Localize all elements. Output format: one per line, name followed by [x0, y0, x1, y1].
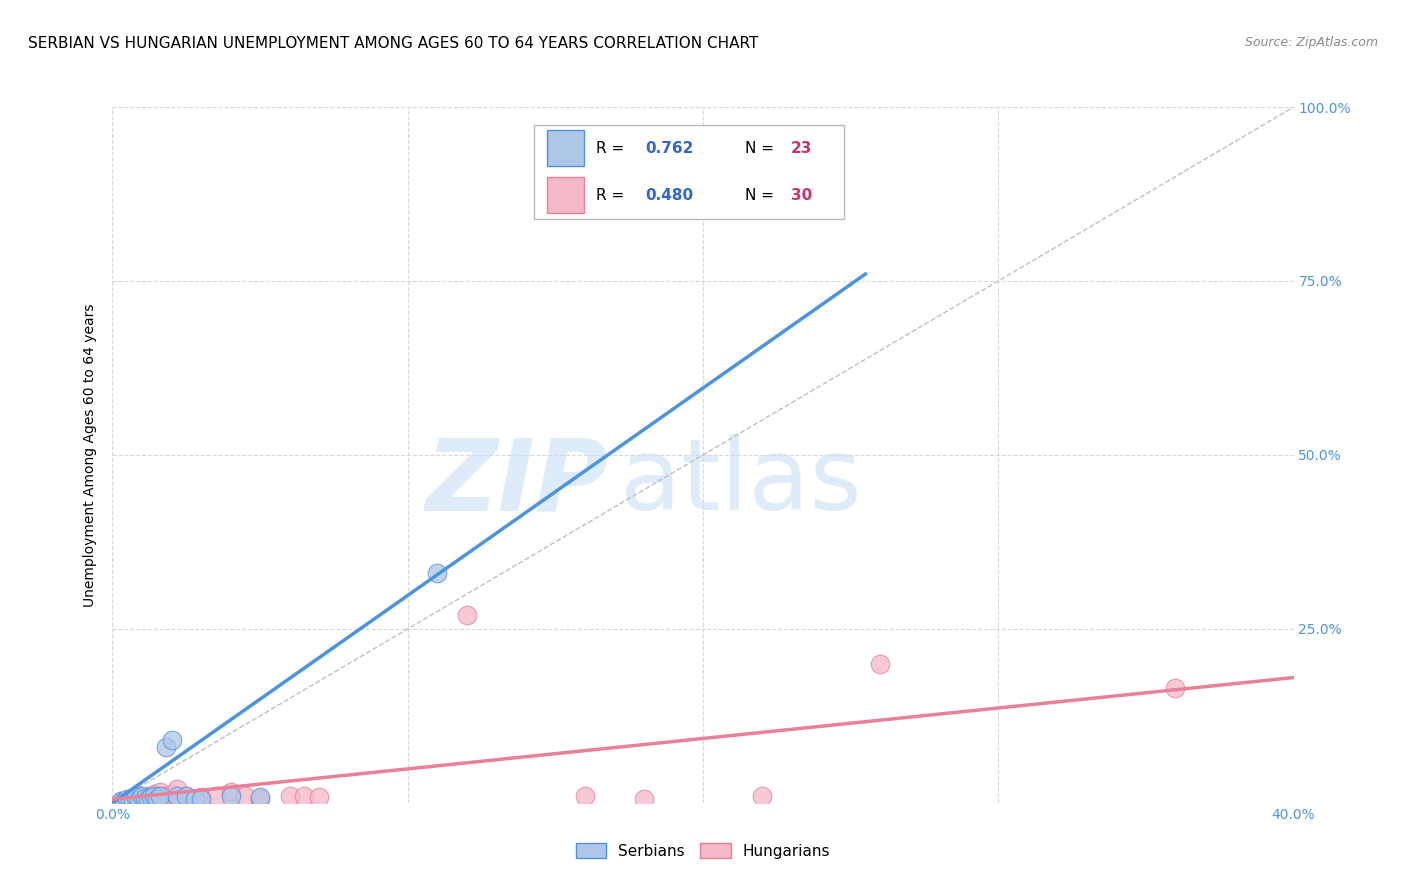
Point — [574, 789, 596, 803]
Text: R =: R = — [596, 187, 630, 202]
Point — [146, 789, 169, 803]
Point — [278, 789, 301, 803]
Point — [249, 790, 271, 805]
Point — [120, 792, 142, 806]
Text: ZIP: ZIP — [426, 434, 609, 532]
Point — [292, 789, 315, 803]
Text: 0.480: 0.480 — [645, 187, 693, 202]
Point — [128, 789, 150, 803]
Point — [751, 789, 773, 803]
Legend: Serbians, Hungarians: Serbians, Hungarians — [569, 837, 837, 864]
Point — [219, 785, 242, 799]
Point — [139, 790, 162, 805]
Point — [110, 794, 132, 808]
Point — [149, 789, 172, 803]
Point — [120, 793, 142, 807]
Bar — [547, 178, 583, 213]
Point — [166, 789, 188, 803]
Bar — [547, 130, 583, 166]
Point — [155, 789, 177, 803]
Point — [1164, 681, 1187, 695]
Point — [184, 792, 207, 806]
Point — [426, 566, 449, 581]
Point — [456, 607, 478, 622]
Point — [125, 790, 148, 805]
Point — [134, 792, 156, 806]
Point — [249, 792, 271, 806]
Point — [190, 790, 212, 805]
Point — [125, 791, 148, 805]
Point — [233, 789, 256, 803]
Point — [190, 792, 212, 806]
Point — [160, 733, 183, 747]
Point — [149, 785, 172, 799]
Y-axis label: Unemployment Among Ages 60 to 64 years: Unemployment Among Ages 60 to 64 years — [83, 303, 97, 607]
Point — [117, 792, 138, 806]
Text: atlas: atlas — [620, 434, 862, 532]
Point — [869, 657, 891, 671]
Point — [136, 791, 159, 805]
Point — [117, 793, 138, 807]
Point — [308, 790, 330, 805]
Point — [174, 789, 197, 803]
Text: SERBIAN VS HUNGARIAN UNEMPLOYMENT AMONG AGES 60 TO 64 YEARS CORRELATION CHART: SERBIAN VS HUNGARIAN UNEMPLOYMENT AMONG … — [28, 36, 758, 51]
Point — [128, 792, 150, 806]
Point — [155, 740, 177, 755]
Text: 23: 23 — [792, 141, 813, 156]
Point — [633, 792, 655, 806]
Point — [142, 788, 165, 802]
Point — [131, 790, 153, 805]
Point — [205, 789, 228, 803]
Text: N =: N = — [745, 187, 779, 202]
Point — [166, 781, 188, 796]
Text: R =: R = — [596, 141, 630, 156]
Point — [160, 788, 183, 802]
Point — [174, 789, 197, 803]
Point — [122, 794, 145, 808]
Point — [131, 789, 153, 803]
Point — [146, 792, 169, 806]
Text: Source: ZipAtlas.com: Source: ZipAtlas.com — [1244, 36, 1378, 49]
Point — [110, 794, 132, 808]
Point — [136, 789, 159, 803]
Text: 0.762: 0.762 — [645, 141, 695, 156]
Point — [139, 790, 162, 805]
Text: N =: N = — [745, 141, 779, 156]
Point — [112, 794, 135, 808]
Point — [142, 789, 165, 803]
Point — [219, 789, 242, 803]
Text: 30: 30 — [792, 187, 813, 202]
Point — [134, 791, 156, 805]
